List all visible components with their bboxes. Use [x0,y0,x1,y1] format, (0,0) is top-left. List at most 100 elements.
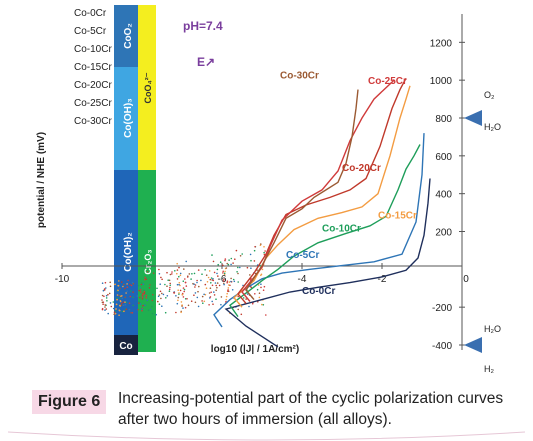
scatter-point [262,289,265,292]
scatter-point [104,281,107,284]
scatter-point [216,286,218,289]
scatter-point [188,273,191,275]
scatter-point [227,290,229,293]
series-line-co-10cr [229,144,421,318]
scatter-point [250,259,252,262]
scatter-point [204,269,206,271]
scatter-point [242,297,245,299]
scatter-point [151,312,154,315]
scatter-point [159,283,161,286]
ph-annotation: pH=7.4 [183,19,223,33]
scatter-point [152,293,154,296]
scatter-point [246,266,249,269]
y-tick-label: -400 [432,341,452,352]
scatter-point [211,254,213,256]
phase-label-cro4: CoO₄²⁻ [143,72,153,103]
scatter-point [201,295,204,298]
scatter-point [193,272,196,275]
scatter-point [113,311,116,314]
scatter-point [235,249,238,252]
scatter-point [179,274,182,277]
scatter-point [228,259,230,261]
scatter-point [101,294,104,297]
scatter-point [116,294,119,296]
scatter-point [169,284,171,287]
scatter-point [219,261,222,264]
scatter-point [201,300,203,302]
phase-bar-cooh3 [114,67,138,170]
scatter-point [136,295,139,297]
scatter-point [122,304,125,307]
scatter-point [120,302,123,305]
scatter-point [119,305,121,307]
scatter-point [228,284,230,286]
scatter-point [125,292,127,294]
scatter-point [205,287,208,290]
scatter-point [164,311,167,314]
scatter-point [166,271,168,274]
scatter-point [123,310,125,313]
scatter-point [253,260,256,262]
scatter-point [121,297,124,300]
scatter-point [224,259,226,262]
scatter-point [200,279,202,282]
scatter-point [101,299,103,301]
scatter-point [217,275,219,277]
scatter-point [130,290,132,292]
scatter-point [230,263,232,266]
scatter-point [142,283,145,285]
y-tick-label: 1200 [430,38,453,49]
h2o-upper-label: H₂O [484,122,501,132]
legend-entry: Co-25Cr [74,98,112,109]
figure-tag: Figure 6 [32,390,107,414]
scatter-point [202,302,204,305]
scatter-point [240,313,243,316]
scatter-point [109,281,111,284]
scatter-point [249,274,251,276]
scatter-point [145,278,148,280]
scatter-point [126,286,129,289]
scatter-point [207,276,210,279]
scatter-point [246,293,249,295]
scatter-point [249,253,252,256]
scatter-point [138,289,140,292]
scatter-point [258,296,261,299]
o2-h2o-marker [464,110,482,126]
scatter-point [185,285,188,287]
scatter-point [174,270,176,272]
scatter-point [182,296,185,298]
legend-entry: Co-30Cr [74,116,112,127]
scatter-point [225,300,227,303]
h2o-h2-marker [464,337,482,353]
scatter-point [254,293,256,295]
scatter-point [125,308,128,311]
scatter-point [197,305,200,308]
scatter-point [106,300,108,302]
scatter-point [196,279,198,282]
scatter-point [131,281,134,284]
scatter-point [124,296,126,299]
scatter-point [256,288,259,291]
scatter-point [194,284,197,286]
scatter-point [132,282,135,285]
y-tick-label: 800 [435,114,452,125]
legend-entry: Co-20Cr [74,80,112,91]
scatter-point [105,294,108,297]
scatter-point [141,282,143,284]
scatter-point [264,250,266,252]
scatter-point [105,308,108,310]
scatter-point [169,273,172,276]
scatter-point [196,296,199,299]
scatter-point [184,281,187,284]
scatter-point [226,292,228,295]
scatter-point [206,281,209,283]
scatter-point [197,290,199,293]
scatter-point [141,292,144,295]
x-tick-label: -4 [298,274,307,285]
scatter-point [227,263,230,266]
scatter-point [181,293,184,296]
scatter-point [191,273,193,275]
scatter-point [197,269,200,271]
scatter-point [144,278,146,281]
